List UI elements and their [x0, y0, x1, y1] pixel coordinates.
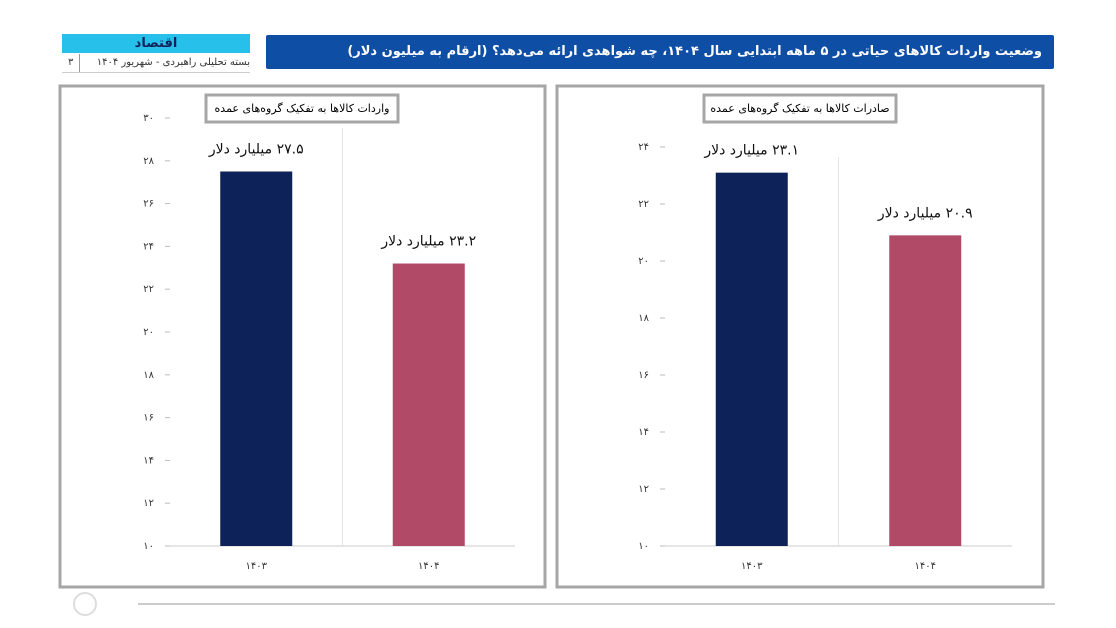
x-tick-label: ۱۴۰۳ — [741, 561, 763, 572]
value-label: ۲۳.۲ میلیارد دلار — [380, 234, 476, 250]
x-tick-label: ۱۴۰۳ — [246, 561, 268, 572]
chart-title-box — [204, 93, 400, 124]
panel-frame — [555, 84, 1045, 589]
y-tick-label: ۱۰ — [143, 541, 154, 552]
y-tick-label: ۱۲ — [638, 484, 649, 495]
y-tick-label: ۲۰ — [638, 256, 649, 267]
y-tick-label: ۲۲ — [143, 284, 154, 295]
y-tick-label: ۲۴ — [638, 142, 649, 153]
y-tick-label: ۲۲ — [638, 199, 649, 210]
y-tick-label: ۱۸ — [638, 313, 649, 324]
x-tick-label: ۱۴۰۴ — [418, 561, 439, 572]
bar — [715, 172, 788, 546]
value-label: ۲۰.۹ میلیارد دلار — [877, 205, 973, 221]
y-tick-label: ۲۸ — [143, 156, 154, 167]
y-tick-label: ۲۶ — [143, 199, 154, 210]
logo — [73, 592, 97, 616]
value-label: ۲۳.۱ میلیارد دلار — [703, 143, 799, 159]
subtitle-row: بسته تحلیلی راهبردی - شهریور ۱۴۰۴ ۳ — [62, 54, 250, 73]
chart-title: صادرات کالاها به تفکیک گروه‌های عمده — [710, 102, 889, 115]
y-tick-label: ۱۶ — [638, 370, 649, 381]
y-tick-label: ۲۰ — [143, 327, 154, 338]
panel-frame — [58, 84, 547, 589]
chart-title: واردات کالاها به تفکیک گروه‌های عمده — [215, 102, 390, 115]
x-tick-label: ۱۴۰۴ — [915, 561, 936, 572]
y-tick-label: ۱۶ — [143, 413, 154, 424]
y-tick-label: ۱۸ — [143, 370, 154, 381]
bar — [889, 235, 962, 546]
y-tick-label: ۱۲ — [143, 498, 154, 509]
y-tick-label: ۱۴ — [638, 427, 649, 438]
page-number: ۳ — [62, 54, 81, 72]
y-tick-label: ۱۴ — [143, 455, 154, 466]
chart-title-box — [702, 93, 898, 124]
bar — [220, 171, 293, 546]
bar — [392, 263, 465, 546]
subtitle: بسته تحلیلی راهبردی - شهریور ۱۴۰۴ — [96, 57, 250, 68]
y-tick-label: ۲۴ — [143, 241, 154, 252]
slide-title: وضعیت واردات کالاهای حیاتی در ۵ ماهه ابت… — [266, 35, 1054, 69]
y-tick-label: ۱۰ — [638, 541, 649, 552]
y-tick-label: ۳۰ — [143, 113, 154, 124]
section-badge: اقتصاد — [62, 34, 250, 53]
value-label: ۲۷.۵ میلیارد دلار — [208, 142, 304, 158]
